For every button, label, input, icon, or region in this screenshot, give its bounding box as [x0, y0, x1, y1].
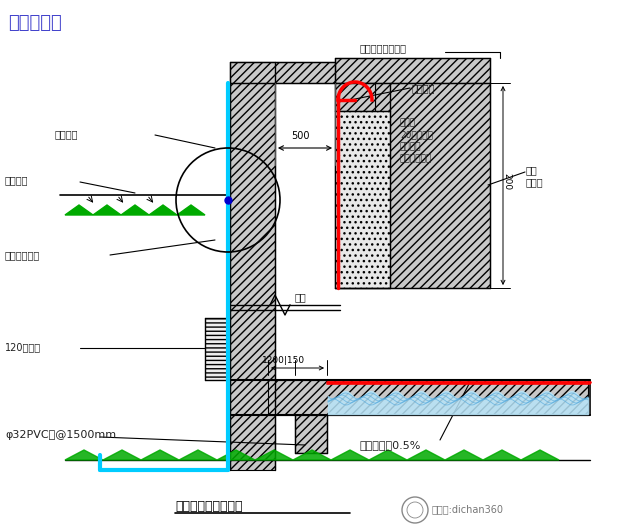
Bar	[335, 58, 490, 83]
Bar	[230, 62, 275, 470]
Text: 钢绞网: 钢绞网	[400, 118, 416, 127]
Text: 20厚抹灰层: 20厚抹灰层	[400, 130, 433, 139]
Text: 500: 500	[291, 131, 309, 141]
Polygon shape	[521, 450, 559, 460]
Bar	[230, 62, 335, 83]
Polygon shape	[293, 450, 331, 460]
Polygon shape	[103, 450, 141, 460]
Bar	[268, 380, 588, 415]
Polygon shape	[217, 450, 255, 460]
Polygon shape	[121, 205, 149, 215]
Text: φ32PVC管@1500mm: φ32PVC管@1500mm	[5, 430, 116, 440]
Text: 密封沿台: 密封沿台	[412, 83, 435, 93]
Polygon shape	[483, 450, 521, 460]
Text: 1200|150: 1200|150	[262, 356, 305, 365]
Polygon shape	[93, 205, 121, 215]
Bar	[335, 111, 390, 288]
Polygon shape	[65, 450, 103, 460]
Polygon shape	[149, 205, 177, 215]
Polygon shape	[369, 450, 407, 460]
Text: 防水沿台填缝: 防水沿台填缝	[5, 250, 40, 260]
Text: 空调出口: 空调出口	[55, 129, 78, 139]
Text: 120砖砌墙: 120砖砌墙	[5, 342, 41, 352]
Polygon shape	[141, 450, 179, 460]
Polygon shape	[65, 205, 93, 215]
Text: 石木: 石木	[526, 165, 538, 175]
Polygon shape	[445, 450, 483, 460]
Text: 节点大样图: 节点大样图	[8, 14, 62, 32]
Text: 微信号:dichan360: 微信号:dichan360	[432, 504, 504, 514]
Text: 防水涂料填缝: 防水涂料填缝	[400, 154, 432, 163]
Polygon shape	[255, 450, 293, 460]
Polygon shape	[179, 450, 217, 460]
Polygon shape	[177, 205, 205, 215]
Text: 200: 200	[502, 173, 512, 190]
Bar	[335, 83, 490, 288]
Polygon shape	[407, 450, 445, 460]
Text: 室外地坪: 室外地坪	[5, 175, 28, 185]
Polygon shape	[331, 450, 369, 460]
Text: 外墙涂刷: 外墙涂刷	[400, 142, 422, 151]
Text: 防水层: 防水层	[526, 177, 544, 187]
Text: 排水坡度为0.5%: 排水坡度为0.5%	[360, 440, 422, 450]
Bar	[335, 83, 375, 111]
Bar	[295, 415, 327, 453]
Text: 结构施工中预留槽: 结构施工中预留槽	[360, 43, 407, 53]
Text: 楼板: 楼板	[295, 292, 307, 302]
Bar	[205, 318, 230, 380]
Text: 地下室外墙防水做法: 地下室外墙防水做法	[175, 500, 242, 513]
Bar	[335, 83, 375, 111]
